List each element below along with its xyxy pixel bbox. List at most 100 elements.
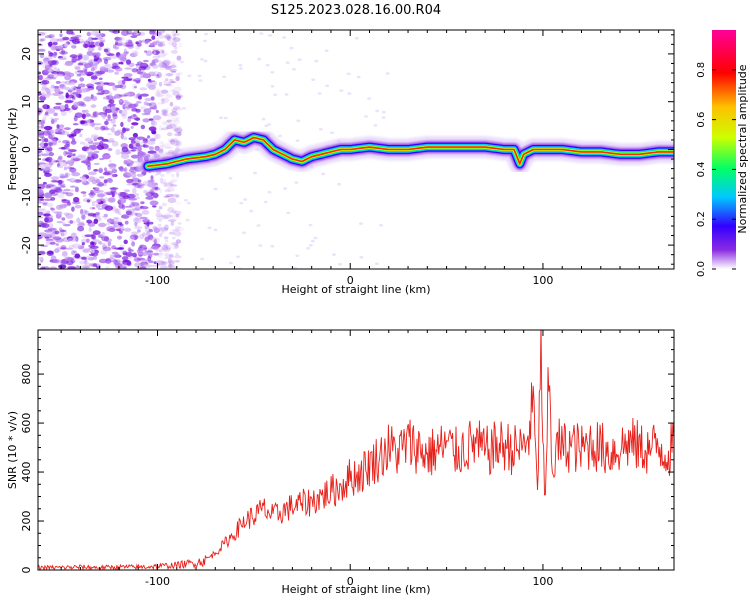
heatmap-noise-cell xyxy=(162,214,167,218)
heatmap-noise-cell xyxy=(95,212,100,216)
heatmap-noise-cell xyxy=(162,246,171,253)
heatmap-noise-cell xyxy=(167,257,172,264)
heatmap-noise-cell xyxy=(58,227,63,231)
heatmap-noise-cell xyxy=(311,78,316,81)
heatmap-noise-cell xyxy=(168,88,175,93)
heatmap-noise-cell xyxy=(44,229,53,233)
heatmap-noise-cell xyxy=(100,125,106,131)
heatmap-noise-cell xyxy=(92,230,101,236)
heatmap-noise-cell xyxy=(159,64,166,70)
heatmap-noise-cell xyxy=(155,109,159,114)
heatmap-noise-cell xyxy=(159,249,163,256)
heatmap-noise-cell xyxy=(153,227,160,234)
heatmap-noise-cell xyxy=(103,179,108,184)
heatmap-noise-cell xyxy=(128,103,137,109)
heatmap-noise-cell xyxy=(95,179,101,184)
heatmap-noise-cell xyxy=(118,109,123,114)
heatmap-noise-cell xyxy=(150,74,160,77)
heatmap-noise-cell xyxy=(119,168,126,172)
heatmap-noise-cell xyxy=(127,247,132,252)
heatmap-noise-cell xyxy=(264,124,269,128)
heatmap-noise-cell xyxy=(42,146,49,149)
snr-y-tick-label: 0 xyxy=(20,567,33,574)
heatmap-noise-cell xyxy=(77,154,84,159)
heatmap-noise-cell xyxy=(139,216,148,220)
heatmap-noise-cell xyxy=(66,133,74,138)
heatmap-noise-cell xyxy=(142,143,146,147)
heatmap-noise-cell xyxy=(173,255,182,259)
heatmap-noise-cell xyxy=(155,133,159,140)
heatmap-noise-cell xyxy=(45,93,53,96)
heatmap-noise-cell xyxy=(170,221,175,226)
heatmap-noise-cell xyxy=(80,160,88,164)
heatmap-noise-cell xyxy=(74,66,81,70)
heatmap-noise-cell xyxy=(80,88,88,92)
heatmap-noise-cell xyxy=(129,203,135,208)
heatmap-noise-cell xyxy=(173,123,178,127)
heatmap-noise-cell xyxy=(77,225,85,232)
heatmap-noise-cell xyxy=(174,140,183,144)
heatmap-noise-cell xyxy=(265,63,270,67)
snr-x-label: Height of straight line (km) xyxy=(281,583,430,596)
heatmap-noise-cell xyxy=(64,42,68,48)
heatmap-noise-cell xyxy=(81,113,86,120)
heatmap-noise-cell xyxy=(56,221,64,224)
colorbar-gradient xyxy=(712,30,736,269)
heatmap-noise-cell xyxy=(63,212,70,216)
heatmap-noise-cell xyxy=(53,112,58,117)
heatmap-noise-cell xyxy=(86,157,91,162)
heatmap-noise-cell xyxy=(175,140,180,146)
heatmap-noise-cell xyxy=(168,123,176,127)
heatmap-noise-cell xyxy=(50,176,60,181)
heatmap-noise-cell xyxy=(168,232,176,235)
heatmap-noise-cell xyxy=(82,248,90,253)
heatmap-noise-cell xyxy=(136,71,143,75)
heatmap-noise-cell xyxy=(358,222,363,225)
heatmap-noise-cell xyxy=(65,247,74,250)
heatmap-noise-cell xyxy=(84,210,88,214)
heatmap-noise-cell xyxy=(130,201,135,204)
heatmap-noise-cell xyxy=(73,101,80,108)
heatmap-noise-cell xyxy=(108,92,113,95)
heatmap-noise-cell xyxy=(167,132,173,137)
heatmap-noise-cell xyxy=(354,36,359,40)
heatmap-noise-cell xyxy=(175,241,183,244)
heatmap-noise-cell xyxy=(363,115,368,118)
heatmap-noise-cell xyxy=(145,39,151,44)
heatmap-noise-cell xyxy=(143,59,149,63)
heatmap-noise-cell xyxy=(152,58,159,64)
heatmap-noise-cell xyxy=(93,58,98,62)
heatmap-noise-cell xyxy=(170,64,177,68)
heatmap-noise-cell xyxy=(204,32,209,36)
heatmap-noise-cell xyxy=(156,37,160,42)
heatmap-noise-cell xyxy=(339,89,344,92)
heatmap-noise-cell xyxy=(122,104,126,110)
heatmap-noise-cell xyxy=(122,127,126,134)
heatmap-noise-cell xyxy=(52,259,60,263)
heatmap-noise-cell xyxy=(161,144,166,148)
heatmap-noise-cell xyxy=(165,94,173,98)
heatmap-noise-cell xyxy=(163,236,169,240)
heatmap-noise-cell xyxy=(80,87,88,94)
heatmap-noise-cell xyxy=(111,251,119,255)
snr-line-layer xyxy=(38,330,674,570)
heatmap-noise-cell xyxy=(172,119,181,124)
heatmap-noise-cell xyxy=(47,250,54,255)
heatmap-noise-cell xyxy=(173,133,179,137)
heatmap-noise-cell xyxy=(163,243,168,248)
heatmap-noise-cell xyxy=(213,187,218,191)
heatmap-noise-cell xyxy=(136,136,146,140)
heatmap-noise-cell xyxy=(157,254,163,258)
heatmap-noise-cell xyxy=(134,213,138,216)
heatmap-noise-cell xyxy=(56,124,60,129)
heatmap-noise-cell xyxy=(165,182,173,188)
heatmap-noise-cell xyxy=(166,36,171,41)
heatmap-noise-cell xyxy=(161,90,170,97)
heatmap-noise-cell xyxy=(173,246,178,250)
heatmap-noise-cell xyxy=(157,114,161,118)
heatmap-noise-cell xyxy=(164,239,169,243)
heatmap-noise-cell xyxy=(101,231,105,237)
heatmap-noise-cell xyxy=(127,256,132,260)
heatmap-noise-cell xyxy=(50,197,56,201)
heatmap-noise-cell xyxy=(165,193,174,198)
